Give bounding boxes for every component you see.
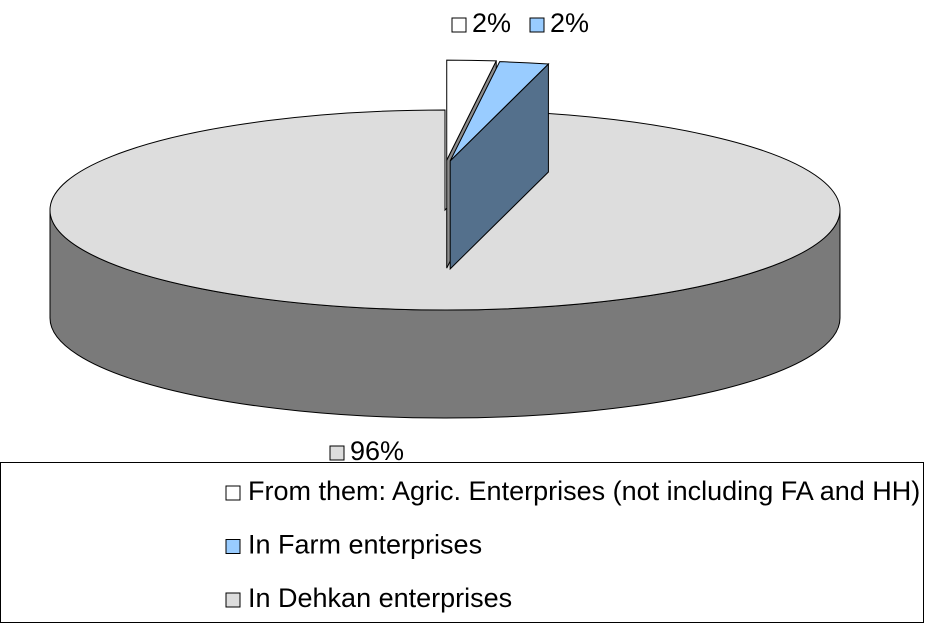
legend-label: In Farm enterprises bbox=[248, 530, 482, 560]
label-swatch bbox=[451, 17, 467, 33]
label-swatch bbox=[329, 445, 345, 461]
legend-swatch bbox=[225, 539, 241, 554]
legend-swatch bbox=[225, 592, 241, 608]
legend-label: From them: Agric. Enterprises (not inclu… bbox=[248, 476, 920, 506]
legend-label: In Dehkan enterprises bbox=[248, 583, 512, 613]
legend-box bbox=[0, 462, 924, 623]
data-label: 96% bbox=[350, 436, 404, 466]
data-label: 2% bbox=[472, 8, 511, 38]
pie-slice bbox=[49, 109, 841, 311]
pie-slice bbox=[449, 61, 550, 162]
data-label: 2% bbox=[550, 8, 589, 38]
pie-slice bbox=[446, 59, 498, 161]
legend-swatch bbox=[225, 485, 241, 501]
label-swatch bbox=[529, 17, 545, 33]
